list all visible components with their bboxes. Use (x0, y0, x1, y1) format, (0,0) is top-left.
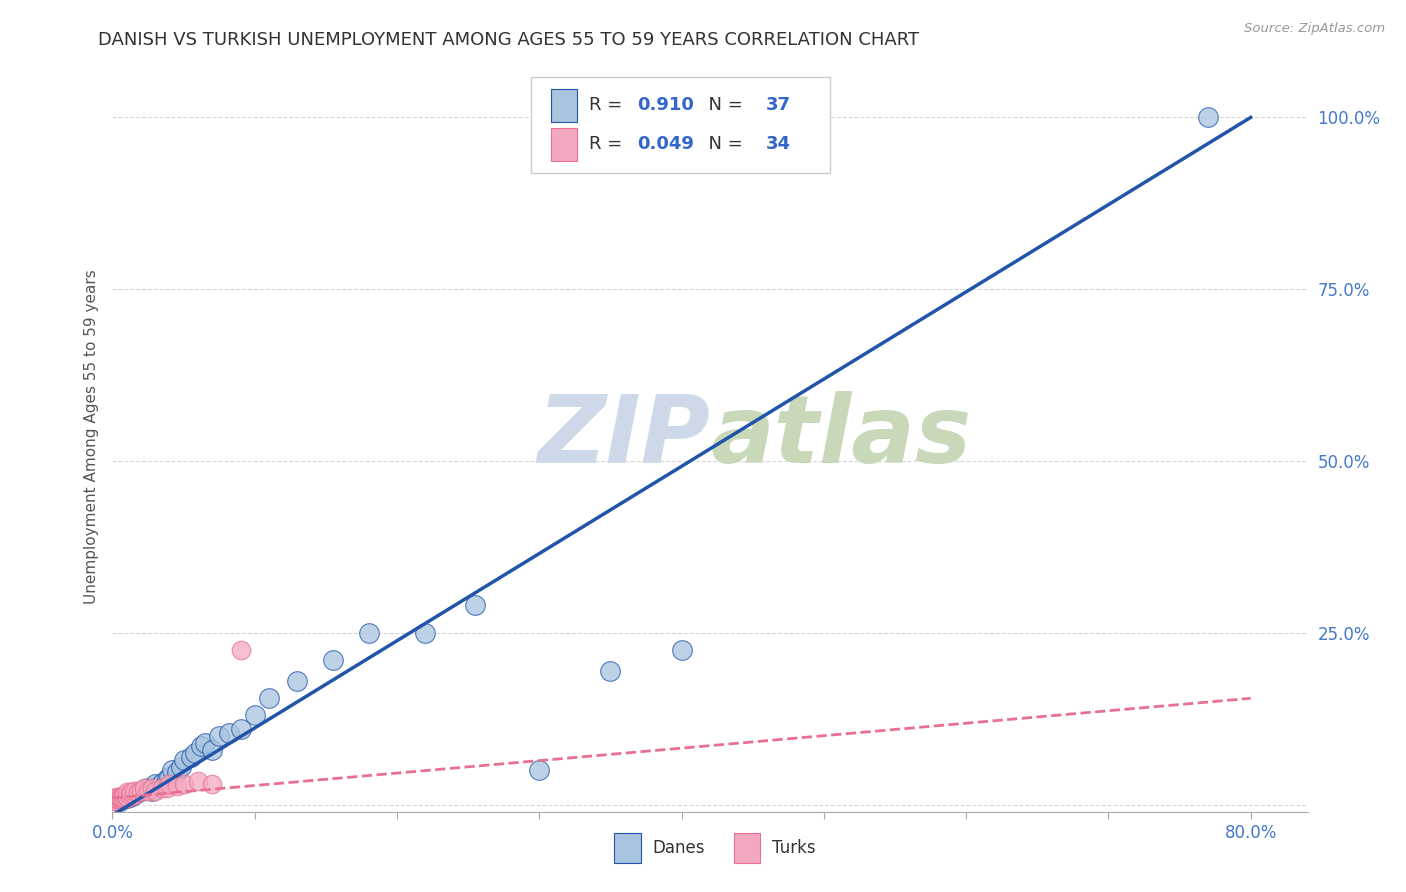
Point (112, 788, 135, 802)
Point (162, 764, 183, 778)
Point (101, 794, 124, 808)
Bar (734, 833, 761, 863)
Point (141, 780, 163, 795)
Point (108, 789, 131, 804)
Point (108, 792, 131, 806)
Point (132, 782, 155, 797)
Point (157, 777, 180, 791)
Point (127, 785, 149, 799)
Point (122, 788, 145, 802)
Point (201, 777, 224, 791)
Text: DANISH VS TURKISH UNEMPLOYMENT AMONG AGES 55 TO 59 YEARS CORRELATION CHART: DANISH VS TURKISH UNEMPLOYMENT AMONG AGE… (98, 31, 920, 49)
Point (157, 770, 180, 784)
Text: 0.049: 0.049 (637, 135, 695, 153)
Point (115, 785, 138, 799)
Point (120, 785, 142, 799)
Point (529, 764, 551, 778)
Point (166, 764, 188, 779)
Point (150, 780, 173, 795)
Point (180, 749, 202, 764)
Point (118, 789, 141, 804)
Text: Danes: Danes (652, 838, 706, 856)
Text: N =: N = (697, 96, 748, 114)
Point (166, 779, 188, 793)
Point (173, 777, 195, 791)
Point (112, 791, 135, 805)
Bar (551, 88, 578, 121)
Point (101, 792, 124, 806)
Point (190, 739, 212, 754)
Point (129, 784, 152, 798)
Point (170, 760, 193, 774)
Point (1197, 111, 1219, 125)
Point (132, 780, 155, 795)
Point (287, 674, 309, 689)
Point (104, 794, 127, 808)
Text: 34: 34 (766, 135, 792, 153)
Text: R =: R = (589, 135, 628, 153)
Text: Source: ZipAtlas.com: Source: ZipAtlas.com (1244, 22, 1385, 36)
Point (115, 791, 138, 805)
Point (143, 784, 166, 798)
Text: atlas: atlas (710, 391, 972, 483)
Point (141, 784, 163, 798)
Point (136, 780, 159, 795)
Text: N =: N = (697, 135, 748, 153)
Point (173, 753, 195, 767)
Text: 0.910: 0.910 (637, 96, 695, 114)
Point (155, 772, 177, 786)
Y-axis label: Unemployment Among Ages 55 to 59 years: Unemployment Among Ages 55 to 59 years (83, 269, 98, 605)
Point (118, 788, 141, 802)
Point (464, 599, 486, 613)
Point (257, 691, 280, 706)
Point (127, 785, 149, 799)
Point (115, 789, 138, 804)
Point (201, 743, 224, 757)
Point (101, 791, 124, 805)
Point (357, 626, 380, 640)
Point (105, 792, 128, 806)
Text: ZIP: ZIP (537, 391, 710, 483)
Point (229, 643, 252, 657)
Point (322, 653, 344, 667)
Point (105, 789, 128, 804)
Point (218, 725, 240, 739)
Point (187, 773, 209, 788)
Bar (614, 833, 641, 863)
Text: 37: 37 (766, 96, 792, 114)
Point (150, 776, 173, 790)
Point (671, 643, 693, 657)
Point (229, 723, 252, 737)
Point (599, 664, 621, 678)
Point (115, 791, 138, 805)
Point (104, 791, 127, 805)
Point (155, 780, 177, 795)
Point (143, 777, 166, 791)
Point (148, 779, 170, 793)
Text: Turks: Turks (772, 838, 815, 856)
Point (415, 626, 437, 640)
Point (110, 791, 132, 805)
Point (243, 708, 266, 723)
Point (108, 794, 131, 808)
Point (129, 784, 152, 798)
Point (194, 736, 217, 750)
Point (184, 746, 207, 760)
Text: R =: R = (589, 96, 628, 114)
Point (136, 784, 159, 798)
FancyBboxPatch shape (531, 77, 830, 172)
Bar (551, 128, 578, 161)
Point (111, 789, 134, 804)
Point (122, 788, 145, 802)
Point (208, 729, 231, 743)
Point (122, 784, 145, 798)
